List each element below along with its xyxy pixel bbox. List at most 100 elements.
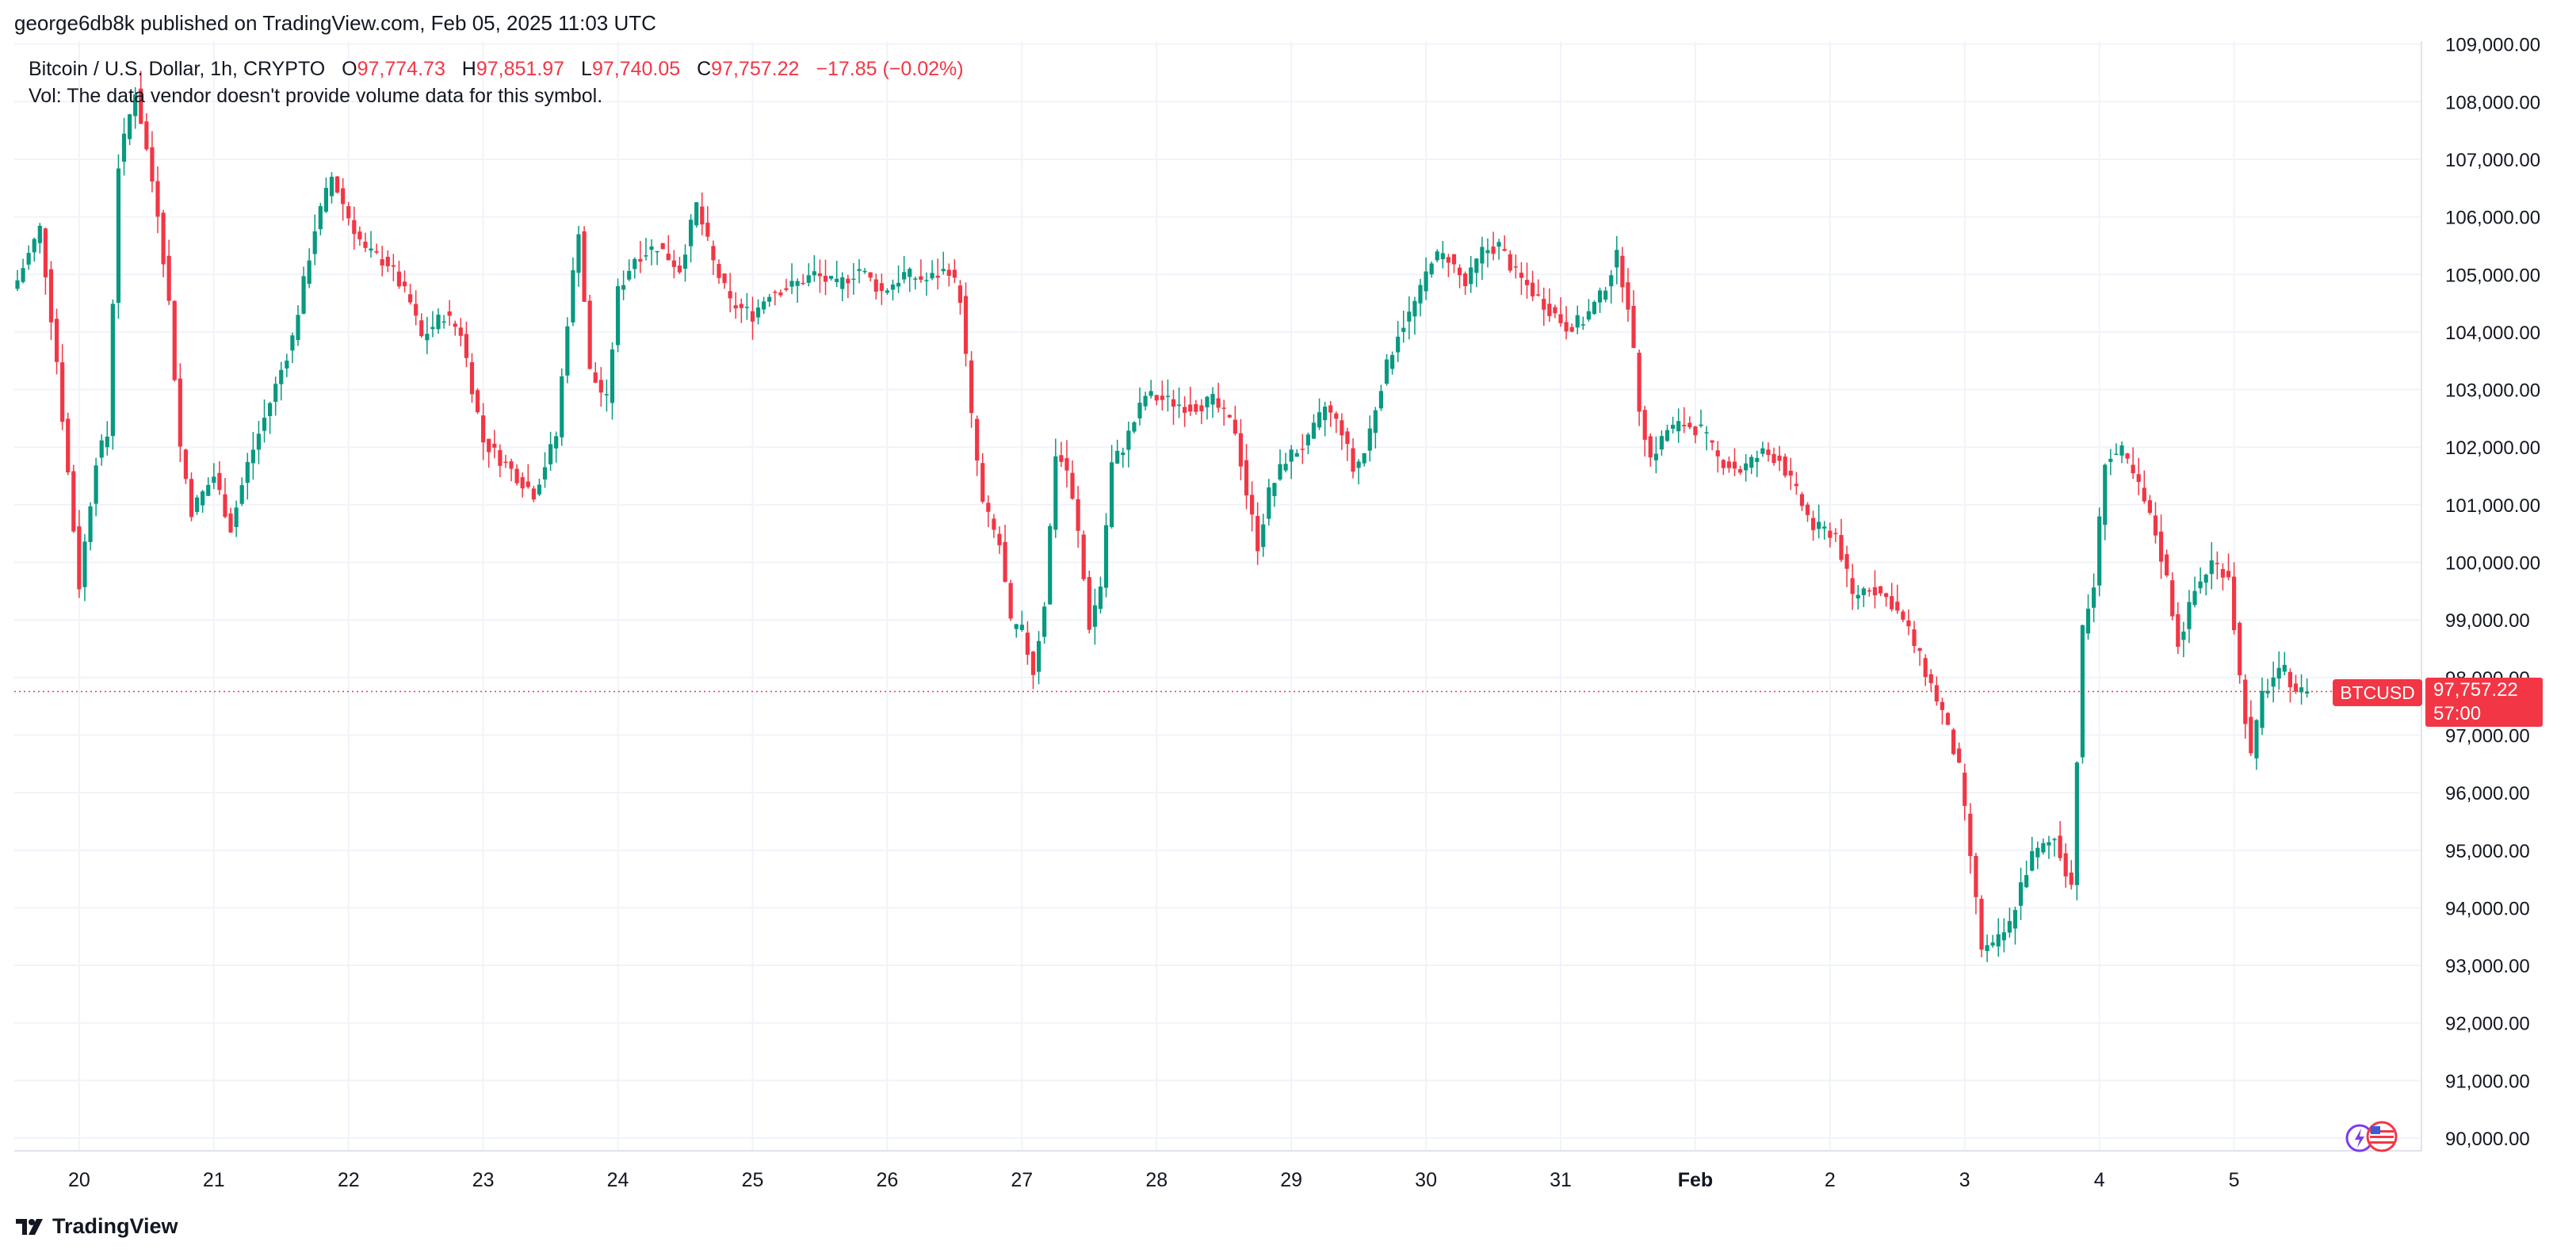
candle-up [2305, 691, 2310, 694]
candle-up [301, 276, 306, 314]
candle-down [1070, 472, 1075, 499]
time-tick-label: Feb [1678, 1169, 1713, 1191]
time-tick-label: 28 [1145, 1169, 1168, 1191]
candle-down [801, 282, 805, 285]
candle-up [2030, 850, 2035, 871]
candle-up [1311, 422, 1317, 439]
candle-down [54, 319, 59, 362]
candle-up [201, 491, 205, 506]
candle-down [458, 327, 463, 336]
candle-up [312, 231, 317, 254]
candle-down [992, 518, 996, 530]
time-tick-label: 3 [1959, 1169, 1970, 1191]
candle-up [1042, 606, 1047, 637]
candle-down [2136, 474, 2141, 483]
candle-up [1401, 327, 1406, 332]
time-tick-label: 22 [338, 1169, 360, 1191]
candle-up [548, 444, 553, 464]
candle-up [105, 436, 109, 448]
candle-up [1317, 412, 1322, 428]
candle-up [1609, 275, 1614, 287]
candle-down [1940, 701, 1945, 710]
candle-up [795, 281, 800, 286]
candle-down [1721, 460, 1726, 468]
low-value: 97,740.05 [591, 58, 681, 80]
candle-down [1300, 449, 1305, 450]
candle-up [627, 270, 632, 280]
tradingview-brand[interactable]: TradingView [16, 1214, 178, 1239]
candle-up [1323, 407, 1328, 421]
candle-down [1463, 273, 1468, 287]
candle-down [1732, 461, 1737, 469]
candle-down [66, 418, 71, 473]
brand-name: TradingView [52, 1214, 178, 1238]
candle-up [99, 440, 104, 458]
price-tick-label: 99,000.00 [2445, 610, 2530, 632]
candle-up [890, 285, 896, 290]
candle-up [2203, 575, 2208, 583]
candle-up [2080, 625, 2085, 758]
last-price-tag: 97,757.22 57:00 [2425, 678, 2543, 727]
candle-down [711, 246, 716, 261]
candle-down [1250, 495, 1255, 515]
symbol-label[interactable]: Bitcoin / U.S. Dollar, 1h, CRYPTO [29, 58, 326, 80]
candle-up [285, 360, 289, 369]
candle-down [1901, 611, 1905, 620]
candle-up [2052, 839, 2057, 841]
candle-up [1210, 394, 1215, 405]
candle-down [582, 231, 587, 302]
candle-up [2035, 847, 2040, 858]
candle-up [206, 484, 211, 496]
candle-up [762, 301, 766, 310]
candle-down [357, 231, 362, 239]
candle-up [1615, 250, 1619, 268]
candle-up [930, 273, 934, 279]
candle-down [385, 257, 390, 266]
candle-up [1755, 457, 1760, 462]
candle-up [323, 188, 328, 212]
indicator-icons[interactable] [2342, 1119, 2398, 1154]
price-tick-label: 94,000.00 [2445, 898, 2530, 919]
candle-up [268, 403, 273, 417]
candle-down [228, 513, 233, 533]
candle-down [986, 502, 991, 512]
candle-up [565, 326, 570, 376]
candle-down [952, 269, 957, 278]
candle-up [234, 507, 239, 528]
candle-up [1396, 336, 1401, 353]
candle-down [1979, 899, 1984, 950]
candle-down [1558, 314, 1563, 323]
time-tick-label: 2 [1825, 1169, 1836, 1191]
time-tick-label: 24 [607, 1169, 629, 1191]
candle-down [717, 264, 721, 278]
candle-down [503, 461, 508, 464]
candle-up [307, 260, 311, 285]
candle-down [1553, 307, 1557, 314]
candle-down [1794, 483, 1798, 487]
candle-down [593, 372, 598, 383]
candle-down [172, 300, 177, 380]
candle-down [946, 269, 951, 276]
candle-down [1923, 658, 1928, 678]
candle-down [526, 481, 530, 487]
low-label: L [581, 58, 592, 80]
candles [15, 71, 2310, 963]
candle-down [1687, 422, 1692, 428]
chart-legend: Bitcoin / U.S. Dollar, 1h, CRYPTO O97,77… [29, 55, 964, 109]
candle-down [660, 243, 665, 250]
candle-up [789, 281, 794, 287]
candle-up [1384, 359, 1389, 384]
candle-down [1064, 458, 1069, 471]
candle-up [554, 436, 559, 449]
candle-down [144, 121, 149, 150]
candle-up [941, 269, 946, 272]
candle-down [2220, 568, 2226, 578]
candle-down [1081, 534, 1086, 579]
candle-down [1003, 541, 1007, 583]
candle-down [963, 296, 969, 354]
candle-up [1126, 430, 1131, 450]
candle-down [919, 276, 923, 281]
candle-down [975, 418, 980, 461]
candle-up [128, 114, 132, 139]
